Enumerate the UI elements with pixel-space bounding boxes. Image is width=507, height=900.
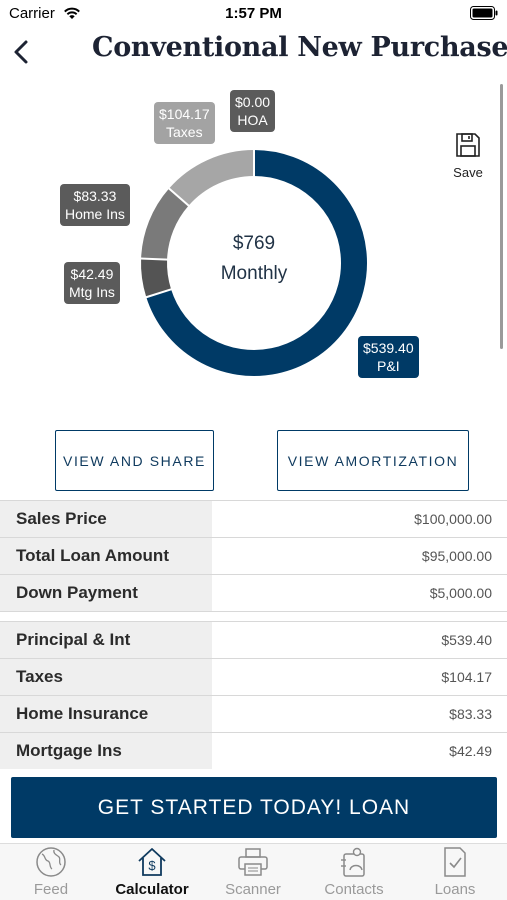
payment-donut-chart: $769 Monthly $104.17 Taxes $0.00 HOA $83… [0,80,507,420]
chevron-left-icon [14,40,28,64]
printer-icon [238,848,268,876]
tab-contacts-label: Contacts [324,881,384,898]
wifi-icon [64,7,80,19]
loan-summary-table: Sales Price $100,000.00 Total Loan Amoun… [0,500,507,769]
donut-slice-pi [146,150,367,376]
table-row: Sales Price $100,000.00 [0,500,507,537]
callout-home-ins-amount: $83.33 [73,188,117,204]
callout-taxes-label: Taxes [166,124,203,140]
callout-pi-amount: $539.40 [363,340,414,356]
table-row: Home Insurance $83.33 [0,695,507,732]
view-and-share-button[interactable]: VIEW AND SHARE [55,430,214,491]
callout-pi: $539.40 P&I [358,336,419,378]
callout-taxes-amount: $104.17 [159,106,210,122]
row-label-mortgage-ins: Mortgage Ins [0,733,212,769]
donut-separator [140,257,169,261]
donut-slice-taxes [169,150,255,206]
donut-slice-home-ins [141,188,189,260]
row-value-taxes: $104.17 [441,669,492,685]
table-row: Down Payment $5,000.00 [0,574,507,611]
row-label-total-loan-amount: Total Loan Amount [0,538,212,574]
callout-home-ins: $83.33 Home Ins [60,184,130,226]
carrier-label: Carrier [9,5,55,22]
house-dollar-icon: $ [138,848,166,876]
status-bar: Carrier 1:57 PM [0,0,507,28]
monthly-label: Monthly [220,263,288,284]
tab-scanner[interactable]: Scanner [203,846,303,898]
tab-loans[interactable]: Loans [405,846,505,898]
table-row: Total Loan Amount $95,000.00 [0,537,507,574]
tab-contacts[interactable]: Contacts [304,846,404,898]
row-label-down-payment: Down Payment [0,575,212,611]
callout-taxes: $104.17 Taxes [154,102,215,144]
callout-hoa-label: HOA [237,112,268,128]
callout-hoa: $0.00 HOA [230,90,276,132]
row-value-principal-int: $539.40 [441,632,492,648]
row-value-sales-price: $100,000.00 [414,511,492,527]
get-started-button[interactable]: GET STARTED TODAY! LOAN [11,777,497,838]
table-row: Taxes $104.17 [0,658,507,695]
donut-separator [167,187,191,208]
donut-separator [145,288,173,299]
callout-mtg-ins-amount: $42.49 [70,266,114,282]
clock: 1:57 PM [225,5,282,22]
donut-slice-mtg-ins [141,258,172,298]
tab-calculator-label: Calculator [115,881,189,898]
battery-icon [470,6,498,20]
nav-header: Conventional New Purchase [0,28,507,74]
row-value-down-payment: $5,000.00 [429,585,492,601]
row-label-taxes: Taxes [0,659,212,695]
callout-pi-label: P&I [377,358,400,374]
page-title: Conventional New Purchase [92,32,507,63]
scrollbar[interactable] [500,84,503,349]
save-label: Save [453,165,483,180]
table-row: Principal & Int $539.40 [0,621,507,658]
callout-mtg-ins-label: Mtg Ins [69,284,115,300]
row-label-home-insurance: Home Insurance [0,696,212,732]
monthly-total: $769 [232,233,276,254]
table-row: Mortgage Ins $42.49 [0,732,507,769]
document-check-icon [444,847,466,877]
tab-feed[interactable]: Feed [1,846,101,898]
donut-svg [140,149,367,376]
tab-calculator[interactable]: $ Calculator [102,846,202,898]
back-button[interactable] [8,34,38,70]
tab-bar: Feed $ Calculator Scanner Contacts [0,843,507,900]
tab-feed-label: Feed [33,881,69,898]
contact-card-icon [341,847,365,877]
row-label-principal-int: Principal & Int [0,622,212,658]
row-value-home-insurance: $83.33 [449,706,492,722]
callout-mtg-ins: $42.49 Mtg Ins [64,262,120,304]
floppy-disk-icon [456,133,480,157]
callout-hoa-amount: $0.00 [235,94,271,110]
callout-home-ins-label: Home Ins [65,206,125,222]
row-value-mortgage-ins: $42.49 [449,743,492,759]
save-button[interactable]: Save [448,132,488,182]
row-label-sales-price: Sales Price [0,501,212,537]
group-divider [0,611,507,621]
svg-text:$: $ [148,858,156,873]
tab-loans-label: Loans [434,881,476,898]
view-amortization-button[interactable]: VIEW AMORTIZATION [277,430,469,491]
row-value-total-loan-amount: $95,000.00 [421,548,492,564]
tab-scanner-label: Scanner [225,881,281,898]
globe-icon [36,847,66,877]
